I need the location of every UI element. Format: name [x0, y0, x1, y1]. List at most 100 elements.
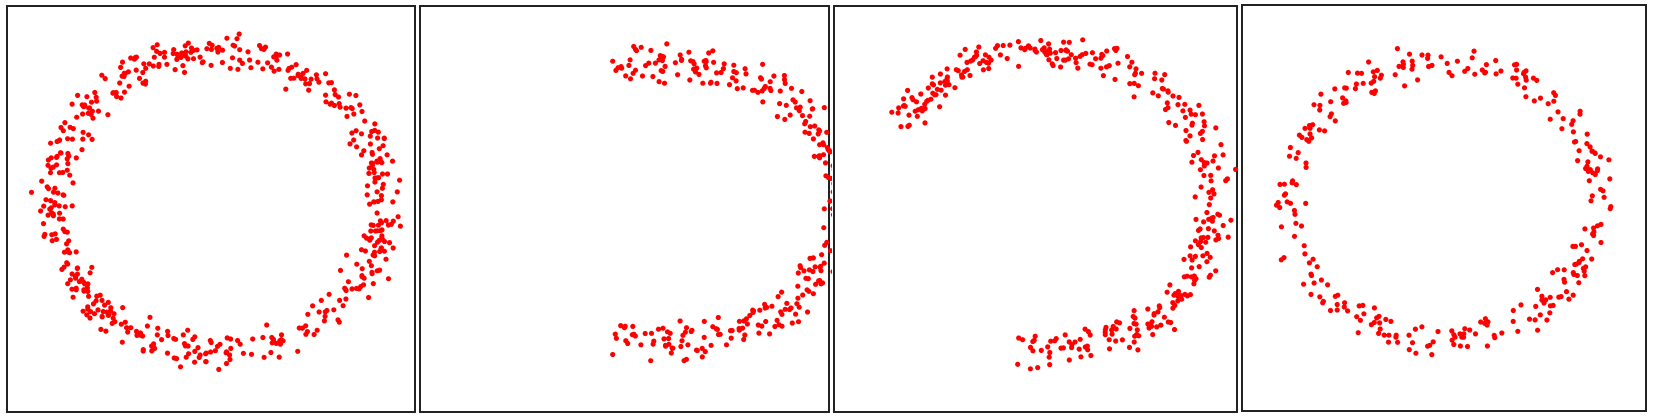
scatter-point [308, 76, 314, 82]
scatter-point [49, 238, 55, 244]
scatter-point [1547, 310, 1553, 316]
scatter-point [183, 49, 189, 55]
scatter-point [1583, 165, 1589, 172]
scatter-point [815, 131, 821, 137]
scatter-point [285, 51, 291, 57]
scatter-point [1228, 217, 1234, 223]
scatter-point [1061, 39, 1067, 45]
scatter-point [1207, 272, 1213, 278]
scatter-point [328, 100, 335, 106]
scatter-point [28, 189, 35, 195]
scatter-point [1183, 137, 1189, 144]
scatter-point [336, 101, 342, 107]
scatter-point [648, 358, 654, 364]
scatter-point [1582, 273, 1588, 279]
scatter-point [1039, 47, 1046, 53]
scatter-point [971, 54, 977, 60]
scatter-point [1597, 154, 1604, 160]
scatter-point [185, 56, 191, 62]
scatter-point [1133, 332, 1140, 338]
scatter-point [1332, 86, 1338, 92]
scatter-point [349, 286, 355, 292]
scatter-point [121, 89, 128, 95]
scatter-point [172, 67, 178, 73]
scatter-point [827, 198, 832, 204]
scatter-point [742, 332, 748, 338]
scatter-point [1374, 67, 1380, 73]
scatter-point [1438, 54, 1444, 60]
scatter-point [331, 87, 337, 93]
scatter-point [203, 359, 209, 365]
scatter-point [1104, 48, 1110, 54]
scatter-point [165, 332, 171, 339]
scatter-point [1161, 314, 1167, 320]
scatter-point [1449, 73, 1455, 79]
scatter-point [964, 67, 970, 73]
scatter-point [293, 62, 299, 68]
scatter-point [1068, 52, 1074, 58]
scatter-point [1570, 118, 1576, 124]
scatter-point [368, 263, 374, 269]
scatter-point [1595, 166, 1601, 172]
scatter-point [69, 101, 75, 107]
scatter-point [631, 43, 637, 50]
scatter-point [209, 42, 215, 48]
scatter-point [384, 171, 391, 177]
scatter-point [1555, 109, 1561, 115]
scatter-point [1046, 41, 1052, 47]
scatter-point [195, 345, 201, 351]
scatter-point [1372, 88, 1378, 94]
scatter-point [982, 52, 988, 58]
scatter-point [150, 45, 156, 51]
scatter-point [1464, 343, 1471, 350]
scatter-point [827, 149, 832, 155]
scatter-point [1570, 292, 1576, 298]
scatter-point [759, 88, 765, 94]
scatter-point [361, 148, 367, 154]
scatter-point [643, 63, 649, 69]
scatter-point [1547, 116, 1553, 122]
scatter-point [715, 314, 721, 321]
scatter-point [1007, 42, 1013, 48]
scatter-point [227, 65, 233, 71]
scatter-point [1358, 70, 1365, 76]
scatter-point [369, 128, 375, 135]
scatter-point [1130, 313, 1136, 320]
scatter-point [1301, 243, 1307, 249]
scatter-point [1027, 45, 1033, 51]
scatter-point [1213, 125, 1219, 131]
scatter-point [73, 275, 79, 281]
scatter-point [750, 307, 756, 313]
scatter-point [1131, 308, 1137, 314]
scatter-point [1592, 150, 1598, 156]
scatter-point [65, 150, 71, 157]
scatter-point [820, 140, 826, 146]
scatter-point [988, 57, 994, 63]
scatter-point [741, 318, 747, 324]
scatter-point [1372, 74, 1378, 80]
scatter-point [1058, 345, 1064, 351]
scatter-point [623, 73, 629, 79]
scatter-point [1176, 94, 1182, 100]
scatter-point [64, 260, 70, 266]
scatter-point [1368, 80, 1374, 86]
scatter-point [368, 228, 374, 234]
scatter-point [366, 170, 372, 176]
scatter-point [774, 113, 780, 120]
scatter-point [140, 80, 146, 86]
scatter-point [1015, 361, 1021, 367]
scatter-point [1588, 198, 1594, 204]
scatter-panel-4 [1241, 4, 1647, 412]
scatter-point [706, 50, 712, 56]
scatter-point [1394, 46, 1400, 52]
scatter-point [1114, 45, 1120, 51]
scatter-point [1015, 39, 1021, 45]
scatter-point [662, 342, 669, 348]
scatter-point [1133, 66, 1139, 72]
scatter-point [345, 279, 351, 285]
scatter-point [1131, 80, 1137, 86]
scatter-point [351, 137, 357, 143]
scatter-point [1574, 272, 1580, 279]
scatter-point [782, 116, 788, 122]
scatter-point [728, 335, 734, 341]
